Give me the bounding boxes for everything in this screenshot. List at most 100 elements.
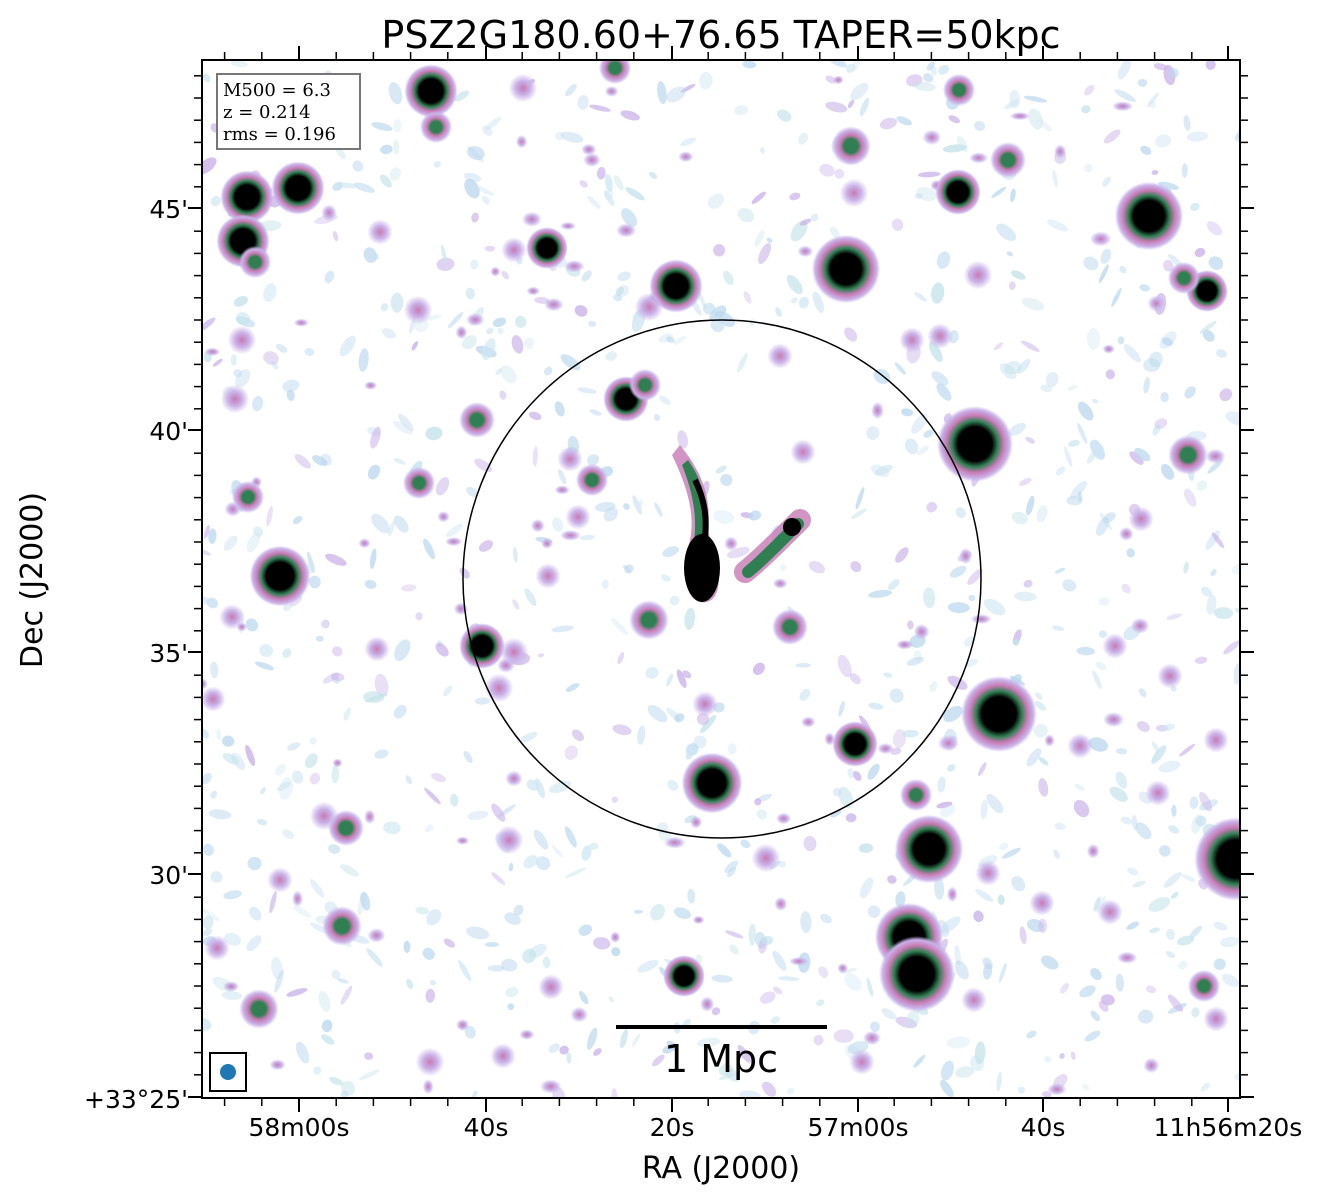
noise-blob — [491, 803, 506, 822]
noise-blob — [680, 137, 696, 147]
noise-blob — [551, 844, 563, 858]
faint-source — [505, 770, 523, 787]
noise-blob — [1045, 371, 1059, 388]
radio-source — [484, 673, 514, 703]
radio-source — [767, 343, 793, 369]
noise-blob — [1027, 919, 1044, 932]
noise-blob — [1038, 119, 1052, 132]
noise-blob — [974, 1041, 986, 1065]
noise-blob — [853, 770, 862, 782]
noise-blob — [202, 73, 211, 83]
noise-blob — [1021, 297, 1045, 311]
noise-blob — [247, 856, 262, 871]
faint-source — [789, 956, 809, 966]
faint-source — [1047, 1083, 1067, 1096]
noise-blob — [424, 824, 434, 833]
noise-blob — [393, 704, 407, 719]
faint-source — [515, 134, 528, 149]
noise-blob — [1077, 422, 1088, 444]
radio-source — [839, 178, 869, 208]
noise-blob — [1210, 568, 1217, 577]
central-extended-source — [672, 445, 811, 603]
faint-source — [700, 996, 715, 1012]
faint-source — [1205, 448, 1226, 464]
noise-blob — [844, 327, 858, 342]
noise-blob — [406, 978, 414, 989]
noise-blob — [1120, 816, 1133, 825]
faint-source — [1009, 112, 1031, 121]
noise-blob — [1041, 955, 1059, 970]
noise-blob — [1019, 926, 1027, 945]
noise-blob — [847, 768, 855, 779]
faint-source — [437, 511, 450, 523]
noise-blob — [1223, 640, 1240, 655]
y-tick-label: +33°25' — [84, 1085, 188, 1114]
radio-source — [832, 721, 878, 767]
noise-blob — [717, 843, 732, 858]
noise-blob — [1092, 670, 1102, 689]
noise-blob — [537, 653, 545, 658]
noise-blob — [1077, 401, 1094, 421]
noise-blob — [206, 597, 219, 609]
noise-blob — [559, 1045, 569, 1055]
noise-blob — [650, 903, 665, 921]
noise-blob — [947, 675, 968, 690]
noise-blob — [638, 499, 644, 507]
faint-source — [1143, 1057, 1160, 1074]
noise-blob — [398, 413, 414, 432]
noise-blob — [808, 561, 826, 574]
noise-blob — [291, 770, 304, 784]
noise-blob — [733, 105, 749, 115]
noise-blob — [633, 909, 643, 914]
noise-blob — [926, 501, 938, 513]
noise-blob — [1183, 561, 1189, 574]
noise-blob — [1161, 723, 1176, 731]
faint-source — [797, 245, 814, 258]
noise-blob — [1090, 1010, 1100, 1022]
noise-blob — [1035, 692, 1043, 700]
radio-source — [575, 463, 609, 497]
noise-blob — [1052, 625, 1064, 631]
noise-blob — [415, 612, 423, 621]
noise-blob — [1138, 688, 1147, 698]
noise-blob — [577, 387, 597, 394]
noise-blob — [321, 453, 332, 466]
noise-blob — [1148, 896, 1171, 912]
noise-blob — [1010, 188, 1016, 203]
noise-blob — [727, 743, 737, 755]
noise-blob — [249, 906, 262, 921]
noise-blob — [292, 515, 303, 525]
noise-blob — [611, 796, 618, 803]
noise-blob — [1014, 591, 1037, 602]
noise-blob — [383, 821, 401, 835]
radio-source — [508, 73, 538, 103]
noise-blob — [1149, 927, 1160, 934]
noise-blob — [737, 352, 748, 373]
mass-text: M500 = 6.3 — [223, 80, 331, 101]
noise-blob — [1119, 265, 1127, 274]
noise-blob — [528, 411, 542, 421]
noise-blob — [523, 855, 539, 869]
radio-sources — [202, 60, 1240, 1077]
noise-blob — [758, 242, 772, 265]
noise-blob — [1205, 60, 1216, 70]
radio-source — [634, 292, 664, 322]
noise-blob — [845, 813, 857, 823]
radio-source — [629, 600, 669, 640]
axis-ticks — [188, 46, 1254, 1112]
noise-blob — [1011, 511, 1028, 525]
faint-source — [969, 152, 989, 164]
noise-blob — [868, 702, 884, 710]
faint-source — [801, 716, 816, 728]
noise-blob — [1016, 358, 1031, 374]
noise-blob — [459, 567, 470, 579]
noise-blob — [329, 1076, 344, 1086]
noise-blob — [253, 526, 264, 537]
noise-blob — [849, 672, 861, 685]
noise-blob — [1008, 281, 1016, 290]
noise-blob — [837, 654, 852, 678]
noise-blob — [512, 599, 520, 610]
noise-blob — [472, 1090, 478, 1098]
radio-source — [415, 1047, 445, 1077]
radio-source — [879, 936, 955, 1012]
